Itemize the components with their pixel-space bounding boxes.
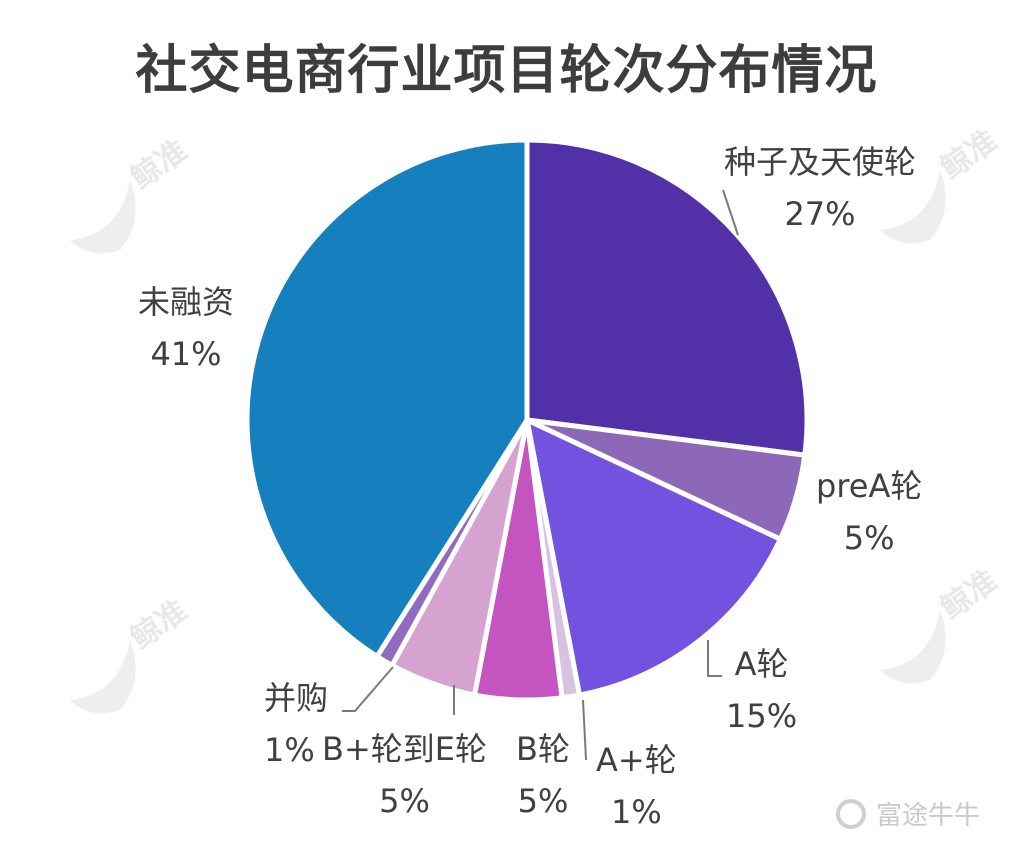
label-a-plus: A+轮 1%: [596, 741, 677, 831]
pie-slice: [524, 417, 783, 698]
leader-line-a-plus: [582, 699, 587, 761]
leader-line-ma: [342, 666, 394, 712]
whale-watermark-icon: [70, 640, 136, 714]
label-a: A轮 15%: [726, 645, 798, 735]
whale-watermark-icon: [880, 170, 946, 244]
leader-line-a: [707, 640, 722, 677]
label-b-plus-to-e: B+轮到E轮 5%: [322, 730, 487, 820]
chart-title: 社交电商行业项目轮次分布情况: [135, 41, 878, 101]
label-ma: 并购 1%: [264, 679, 329, 769]
footer-brand: 富途牛牛: [836, 795, 980, 832]
futu-logo-icon: [836, 798, 866, 829]
pie-slice: [244, 137, 530, 659]
whale-watermark-icon: [880, 610, 946, 684]
leader-lines: [342, 189, 739, 761]
pie-slices: [244, 137, 810, 703]
label-unfunded: 未融资 41%: [138, 283, 235, 373]
leader-line-seed: [722, 189, 739, 236]
label-seed-angel: 种子及天使轮 27%: [724, 143, 917, 233]
label-b: B轮 5%: [516, 730, 570, 820]
footer-brand-text: 富途牛牛: [876, 801, 981, 831]
whale-watermark-icon: [70, 180, 136, 254]
label-pre-a: preA轮 5%: [816, 467, 923, 557]
svg-text:鲸准: 鲸准: [125, 593, 194, 656]
svg-text:鲸准: 鲸准: [125, 133, 194, 196]
svg-text:鲸准: 鲸准: [935, 563, 1004, 626]
svg-text:鲸准: 鲸准: [935, 123, 1004, 186]
